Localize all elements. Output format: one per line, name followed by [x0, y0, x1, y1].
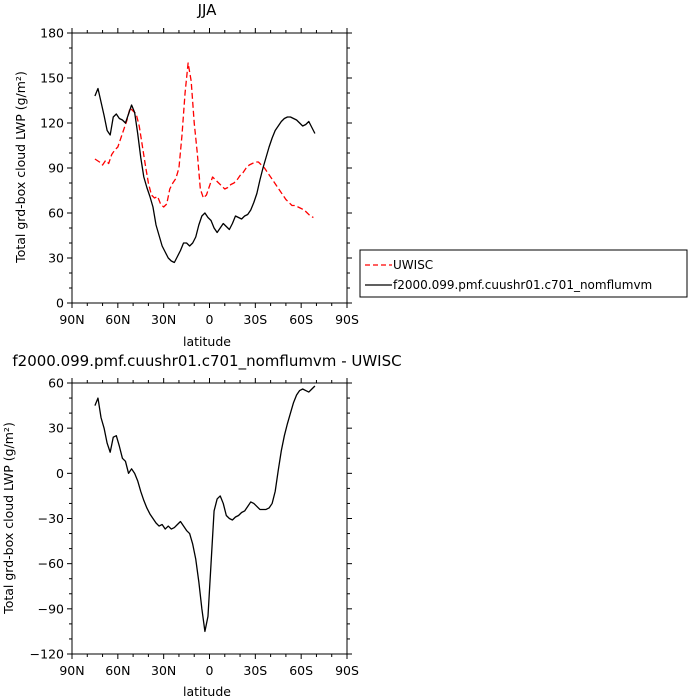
- y-tick-label: 120: [40, 116, 64, 131]
- chart-top-xlabel: latitude: [183, 334, 231, 349]
- chart-bottom: f2000.099.pmf.cuushr01.c701_nomflumvm - …: [1, 352, 402, 699]
- y-tick-label: 0: [56, 466, 64, 481]
- series-line-dashed-0: [94, 62, 314, 219]
- chart-bottom-y-tick-labels: −120 −90 −60 −30 0 30 60: [30, 376, 64, 662]
- series-line-solid-1: [94, 87, 316, 264]
- chart-bottom-ylabel-text: Total grd-box cloud LWP (g/m²): [1, 422, 16, 615]
- chart-top-ylabel: Total grd-box cloud LWP (g/m²): [13, 71, 28, 264]
- y-tick-label: −30: [38, 511, 64, 526]
- chart-top-ticks: [67, 28, 352, 308]
- legend-label-uwisc: UWISC: [393, 258, 433, 272]
- y-tick-label: 60: [48, 206, 64, 221]
- x-tick-label: 30N: [151, 312, 176, 327]
- x-tick-label: 60N: [105, 663, 130, 678]
- chart-bottom-series: [94, 385, 316, 633]
- x-tick-label: 60S: [289, 312, 313, 327]
- legend-label-model: f2000.099.pmf.cuushr01.c701_nomflumvm: [393, 278, 652, 292]
- x-tick-label: 30N: [151, 663, 176, 678]
- x-tick-label: 90N: [59, 663, 84, 678]
- y-tick-label: 180: [40, 26, 64, 41]
- x-tick-label: 60N: [105, 312, 130, 327]
- y-tick-label: 30: [48, 251, 64, 266]
- y-tick-label: 0: [56, 296, 64, 311]
- x-tick-label: 90S: [335, 312, 359, 327]
- svg-text:Total grd-box cloud LWP (g/m²): Total grd-box cloud LWP (g/m²): [1, 422, 16, 615]
- chart-top-title: JJA: [197, 1, 218, 19]
- x-tick-label: 90S: [335, 663, 359, 678]
- chart-top-ylabel-text: Total grd-box cloud LWP (g/m²): [13, 71, 28, 264]
- y-tick-label: 150: [40, 71, 64, 86]
- y-tick-label: −90: [38, 601, 64, 616]
- series-line-solid-0: [94, 385, 316, 633]
- chart-top-y-tick-labels: 0 30 60 90 120 150 180: [40, 26, 64, 311]
- y-tick-label: −120: [30, 647, 64, 662]
- chart-top-x-tick-labels: 90N 60N 30N 0 30S 60S 90S: [59, 312, 359, 327]
- legend-box: [359, 249, 688, 298]
- chart-bottom-xlabel: latitude: [183, 684, 231, 699]
- chart-top-series: [94, 62, 316, 264]
- x-tick-label: 0: [206, 663, 214, 678]
- chart-top: JJA Total grd-box cloud LWP (g/m²) latit…: [13, 1, 688, 349]
- x-tick-label: 30S: [243, 663, 267, 678]
- x-tick-label: 60S: [289, 663, 313, 678]
- chart-top-plot-frame: [71, 32, 348, 304]
- chart-bottom-plot-frame: [71, 382, 348, 655]
- chart-bottom-ticks: [67, 378, 352, 659]
- y-tick-label: 30: [48, 421, 64, 436]
- x-tick-label: 90N: [59, 312, 84, 327]
- y-tick-label: 60: [48, 376, 64, 391]
- svg-text:Total grd-box cloud LWP (g/m²): Total grd-box cloud LWP (g/m²): [13, 71, 28, 264]
- x-tick-label: 0: [206, 312, 214, 327]
- y-tick-label: −60: [38, 556, 64, 571]
- x-tick-label: 30S: [243, 312, 267, 327]
- y-tick-label: 90: [48, 161, 64, 176]
- chart-top-legend: UWISC f2000.099.pmf.cuushr01.c701_nomflu…: [359, 249, 688, 298]
- chart-bottom-ylabel: Total grd-box cloud LWP (g/m²): [1, 422, 16, 615]
- chart-bottom-title: f2000.099.pmf.cuushr01.c701_nomflumvm - …: [12, 352, 401, 371]
- chart-bottom-x-tick-labels: 90N 60N 30N 0 30S 60S 90S: [59, 663, 359, 678]
